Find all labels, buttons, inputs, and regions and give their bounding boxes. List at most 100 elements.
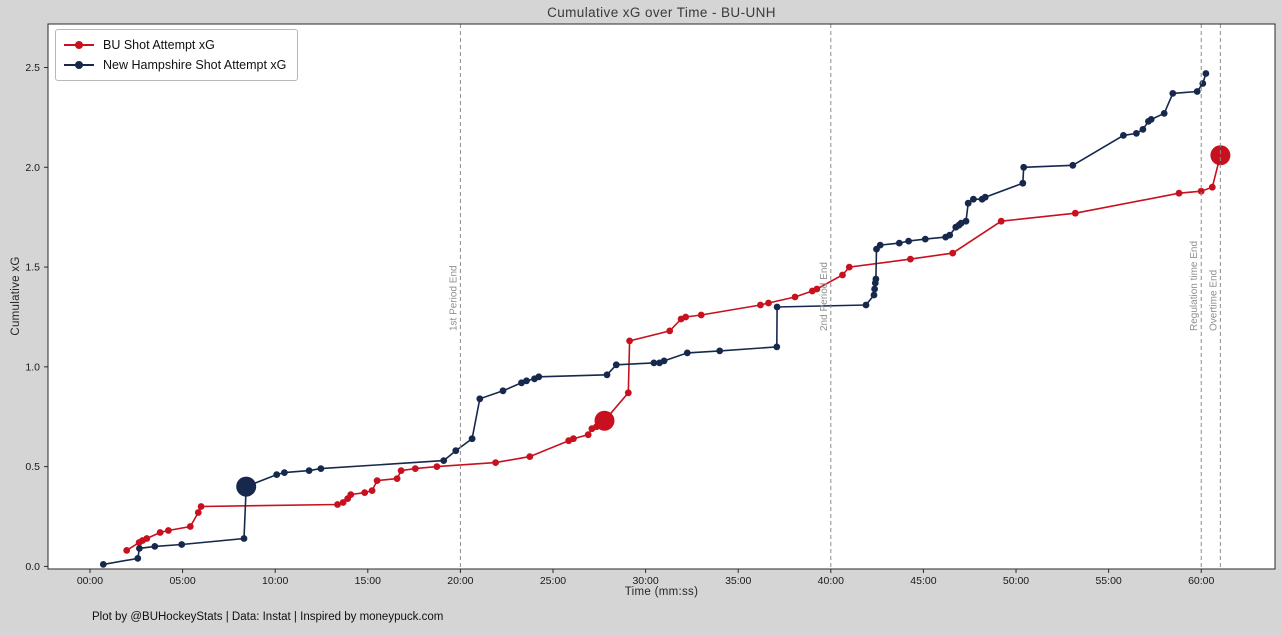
shot-marker [526,453,534,460]
shot-marker [178,541,186,548]
shot-marker [368,487,376,494]
shot-marker [603,371,611,379]
shot-marker [1120,132,1127,139]
shot-marker [773,343,781,351]
event-line-label: 2nd Period End [819,262,830,331]
shot-marker [839,271,846,279]
x-tick-label: 30:00 [632,575,658,587]
legend-label-unh: New Hampshire Shot Attempt xG [103,58,287,72]
shot-marker [452,447,460,455]
y-tick-label: 1.5 [25,262,40,274]
event-line-label: 1st Period End [448,265,459,331]
shot-marker [626,337,633,345]
shot-marker [273,471,281,478]
shot-marker [143,535,151,542]
shot-marker [716,347,724,355]
x-tick-label: 15:00 [355,575,381,587]
shot-marker [433,463,441,470]
shot-marker [624,389,632,397]
event-line-label: Overtime End [1208,270,1219,331]
legend-marker-bu-icon [64,40,94,50]
y-tick-label: 2.0 [25,162,40,174]
shot-marker [492,459,499,466]
event-line-group: Regulation time End [1189,24,1202,569]
x-tick-label: 10:00 [262,575,288,587]
y-axis-label: Cumulative xG [10,256,22,336]
shot-marker [468,435,476,443]
shot-marker [1199,80,1207,87]
shot-marker [476,395,484,403]
shot-marker [347,491,355,498]
shot-marker [765,299,772,307]
shot-marker [946,231,954,239]
shot-marker [871,285,878,293]
x-tick-label: 00:00 [77,575,103,587]
plot-frame [47,23,1276,570]
shot-marker [393,475,401,482]
shot-marker [411,465,419,472]
shot-marker [813,285,821,293]
event-line-group: 2nd Period End [819,24,832,569]
x-tick-label: 55:00 [1095,575,1121,587]
legend: BU Shot Attempt xG New Hampshire Shot At… [55,29,299,81]
shot-marker [151,543,159,550]
shot-marker [876,241,884,249]
shot-marker [970,195,977,203]
shot-marker [1019,179,1027,187]
shot-marker [697,311,705,319]
shot-marker [165,527,172,534]
shot-marker [361,489,369,496]
shot-marker [962,217,970,225]
shot-marker [123,547,131,554]
shot-marker [683,349,691,357]
plot-area [48,24,1275,569]
series-unh [99,70,1210,568]
x-tick-label: 50:00 [1003,575,1029,587]
shot-marker [612,361,620,369]
shot-marker [281,469,288,476]
shot-marker [1071,209,1079,217]
shot-marker [440,457,448,464]
goal-marker [594,410,615,431]
x-axis-label: Time (mm:ss) [624,586,699,598]
shot-marker [197,503,205,510]
shot-marker [1160,110,1168,117]
shot-marker [535,373,543,381]
y-tick-label: 1.0 [25,361,40,373]
shot-marker [1197,187,1205,195]
shot-marker [757,301,764,309]
x-tick-label: 45:00 [910,575,936,587]
legend-item-bu: BU Shot Attempt xG [64,35,286,55]
shot-marker [99,561,107,568]
goal-marker [236,476,257,497]
shot-marker [305,467,313,474]
shot-marker [921,235,929,243]
series-bu [123,145,1231,554]
shot-marker [1147,116,1155,123]
shot-marker [1193,88,1201,95]
shot-marker [397,467,405,474]
shot-marker [1069,161,1077,169]
shot-marker [1202,70,1210,77]
shot-marker [872,275,880,283]
shot-marker [156,529,164,536]
shot-marker [334,501,341,508]
shot-marker [895,239,903,247]
x-tick-label: 25:00 [540,575,566,587]
y-tick-label: 0.0 [25,561,40,573]
y-tick-label: 2.5 [25,62,40,74]
shot-marker [339,499,347,506]
legend-marker-unh-icon [64,60,94,70]
x-tick-label: 60:00 [1188,575,1214,587]
shot-marker [660,357,668,365]
shot-marker [1139,125,1147,133]
x-tick-label: 40:00 [818,575,844,587]
shot-marker [964,199,972,207]
event-line-label: Regulation time End [1189,241,1200,331]
shot-marker [134,555,142,562]
legend-label-bu: BU Shot Attempt xG [103,38,215,52]
shot-marker [317,465,325,472]
x-tick-label: 35:00 [725,575,751,587]
shot-marker [136,545,143,552]
shot-marker [1133,130,1140,137]
